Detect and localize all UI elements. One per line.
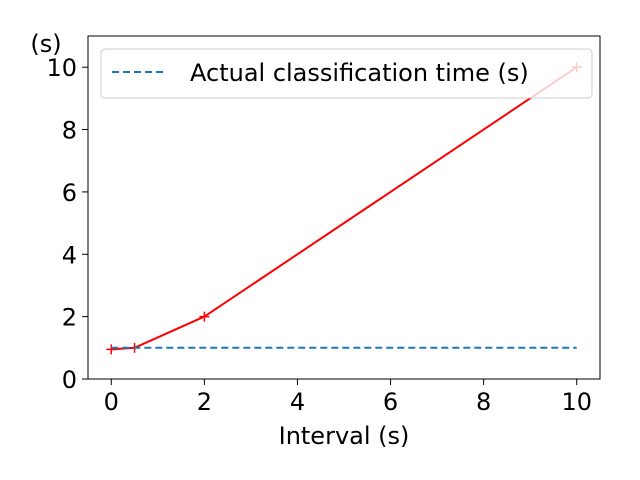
y-tick-label: 2 <box>62 304 77 332</box>
y-axis-label: (s) <box>30 30 61 58</box>
y-axis-ticks: 0 2 4 6 8 10 <box>46 54 88 394</box>
y-tick-label: 4 <box>62 241 77 269</box>
x-tick-label: 10 <box>561 388 592 416</box>
plus-marker <box>106 344 117 355</box>
x-tick-label: 8 <box>476 388 491 416</box>
y-tick-label: 10 <box>46 54 77 82</box>
x-tick-label: 4 <box>290 388 305 416</box>
plot-frame <box>87 35 601 380</box>
plus-marker <box>199 311 210 322</box>
x-axis-label: Interval (s) <box>279 422 410 450</box>
y-tick-label: 8 <box>62 117 77 145</box>
x-axis-ticks: 0 2 4 6 8 10 <box>104 379 592 416</box>
legend: Actual classification time (s) <box>100 48 593 99</box>
x-tick-label: 2 <box>197 388 212 416</box>
legend-label: Actual classification time (s) <box>190 59 529 87</box>
legend-box <box>100 48 593 99</box>
y-tick-label: 0 <box>62 366 77 394</box>
x-tick-label: 6 <box>383 388 398 416</box>
y-tick-label: 6 <box>62 179 77 207</box>
x-tick-label: 0 <box>104 388 119 416</box>
